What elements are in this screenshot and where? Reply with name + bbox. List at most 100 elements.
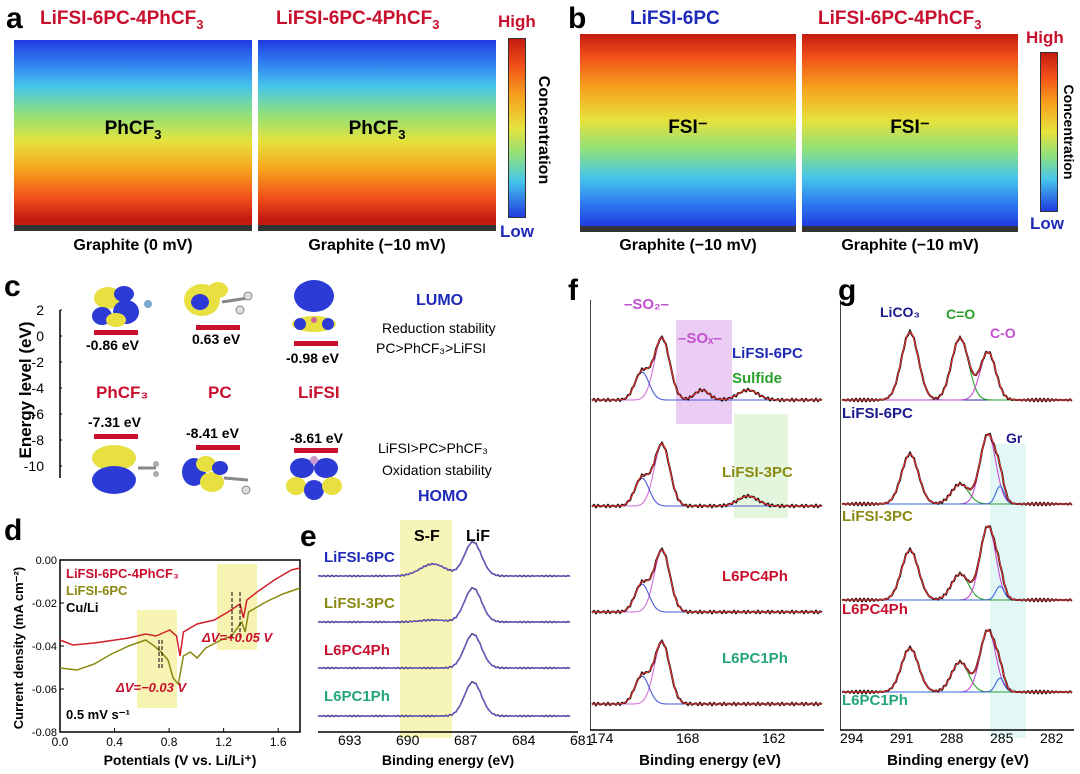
panel-b-colorbar-low: Low xyxy=(1030,214,1064,233)
panel-a-right-map xyxy=(258,40,496,225)
molecule-pc: PC xyxy=(208,383,232,402)
panel-b-right-center-label: FSI⁻ xyxy=(890,117,930,138)
panel-g-spectrum xyxy=(841,628,1073,695)
panel-a-right-base xyxy=(258,225,496,231)
homo-lifsi-value: -8.61 eV xyxy=(290,430,343,446)
panel-g-xtick-label: 294 xyxy=(840,730,864,746)
panel-e-sample-3: L6PC4Ph xyxy=(324,642,390,659)
panel-g-xtick-label: 288 xyxy=(940,730,964,746)
panel-f-sulfide-label: Sulfide xyxy=(732,370,783,387)
homo-lifsi-orbital xyxy=(286,456,342,500)
panel-c-ytick-label: -10 xyxy=(23,458,44,474)
panel-f-sample-4: L6PC1Ph xyxy=(722,650,788,667)
panel-f-fit xyxy=(592,548,822,613)
lumo-label: LUMO xyxy=(416,292,464,309)
lumo-lifsi-orbital xyxy=(292,280,336,332)
panel-a-colorbar-low: Low xyxy=(500,222,534,241)
panel-d-xtick-label: 0.4 xyxy=(106,735,123,749)
panel-d-scan-rate: 0.5 mV s⁻¹ xyxy=(66,707,130,722)
panel-g-component xyxy=(842,677,1072,693)
panel-g-xtick-label: 285 xyxy=(990,730,1014,746)
reduction-stability-line2: PC>PhCF₃>LiFSI xyxy=(376,340,486,356)
panel-b-right-title: LiFSI-6PC-4PhCF3 xyxy=(818,8,982,32)
panel-g-gr-label: Gr xyxy=(1006,430,1023,446)
panel-a-right-title: LiFSI-6PC-4PhCF3 xyxy=(276,8,440,32)
panel-c-axis xyxy=(59,309,62,478)
panel-b-left-center-label: FSI⁻ xyxy=(668,117,708,138)
panel-a-right-caption: Graphite (−10 mV) xyxy=(308,237,446,254)
panel-f-sox-label: –SOₓ– xyxy=(678,330,722,347)
panel-g-plot xyxy=(840,300,1074,731)
panel-g-xticks: 294 291 288 285 282 xyxy=(840,730,1076,748)
panel-g-component xyxy=(842,585,1072,601)
panel-g-co-label: C-O xyxy=(990,325,1016,341)
panel-g-letter: g xyxy=(838,274,857,307)
panel-a-right-center-label: PhCF3 xyxy=(348,118,406,142)
panel-d-xtick-label: 0.0 xyxy=(52,735,69,749)
panel-g-component xyxy=(842,337,1072,401)
homo-phcf3-value: -7.31 eV xyxy=(88,414,141,430)
panel-g-component xyxy=(842,351,1072,401)
panel-d-ytick-label: -0.04 xyxy=(32,641,57,653)
panel-f-letter: f xyxy=(568,274,578,307)
panel-f-sulfide-band xyxy=(734,414,788,518)
panel-d-xlabel: Potentials (V vs. Li/Li⁺) xyxy=(103,752,257,768)
panel-e-xtick-label: 690 xyxy=(396,732,420,748)
oxidation-stability-line2: Oxidation stability xyxy=(382,462,492,478)
panel-e-fit xyxy=(318,681,570,717)
panel-e-sf-label: S-F xyxy=(414,528,440,545)
panel-f-xticks: 174 168 162 xyxy=(590,730,830,748)
panel-f-sample-3: L6PC4Ph xyxy=(722,568,788,585)
panel-d-ytick-label: 0.00 xyxy=(36,555,57,567)
panel-g-fit xyxy=(842,524,1072,601)
panel-c-ytick-label: -4 xyxy=(31,380,44,396)
panel-e-xticks: 693 690 687 684 681 xyxy=(318,732,593,750)
panel-a-left-base xyxy=(14,225,252,231)
panel-b-right-caption: Graphite (−10 mV) xyxy=(841,237,979,254)
panel-d-ytick-label: -0.06 xyxy=(32,684,57,696)
lumo-pc-level xyxy=(196,325,240,330)
panel-e-sample-1: LiFSI-6PC xyxy=(324,549,395,566)
panel-d-xtick-label: 1.6 xyxy=(270,735,287,749)
panel-g-component xyxy=(842,483,1072,505)
panel-g-spectrum xyxy=(841,525,1073,603)
panel-d-dv1: ΔV=−0.03 V xyxy=(116,680,187,695)
panel-g-xlabel: Binding energy (eV) xyxy=(887,752,1029,769)
panel-f-sample-2: LiFSI-3PC xyxy=(722,464,793,481)
panel-c-letter: c xyxy=(4,270,21,303)
panel-d-plot: 0.00 -0.02 -0.04 -0.06 -0.080.0 0.4 0.8 1.2 1.6 xyxy=(32,555,301,749)
panel-b-left-title: LiFSI-6PC xyxy=(630,8,720,29)
lumo-phcf3-value: -0.86 eV xyxy=(86,337,139,353)
panel-c-ytick-label: 0 xyxy=(36,328,44,344)
panel-f-xlabel: Binding energy (eV) xyxy=(639,752,781,769)
panel-g-fit xyxy=(842,331,1072,401)
panel-f-sample-1: LiFSI-6PC xyxy=(732,345,803,362)
panel-g-component xyxy=(842,661,1072,693)
panel-a-left-center-label: PhCF3 xyxy=(104,118,162,142)
panel-f-fit xyxy=(592,640,822,705)
molecule-lifsi: LiFSI xyxy=(298,383,340,402)
homo-pc-value: -8.41 eV xyxy=(186,425,239,441)
panel-g-component xyxy=(842,433,1072,505)
panel-b-left-base xyxy=(580,226,796,232)
panel-g-component xyxy=(842,485,1072,505)
lumo-lifsi-value: -0.98 eV xyxy=(286,350,339,366)
panel-f-fit xyxy=(592,442,822,507)
panel-e-fit xyxy=(318,633,570,669)
panel-b-left-caption: Graphite (−10 mV) xyxy=(619,237,757,254)
panel-g-sample-2: LiFSI-3PC xyxy=(842,508,913,525)
panel-e-sf-band xyxy=(400,520,452,738)
homo-phcf3-level xyxy=(94,434,138,439)
panel-a-letter: a xyxy=(6,2,23,35)
panel-g-fit xyxy=(842,628,1072,693)
legend-olive: LiFSI-6PC xyxy=(66,583,128,598)
lumo-phcf3-level xyxy=(94,330,138,335)
panel-d-legend: LiFSI-6PC-4PhCF₃ LiFSI-6PC Cu/Li xyxy=(66,566,179,615)
panel-c-ytick-label: -8 xyxy=(31,432,44,448)
homo-pc-level xyxy=(196,445,240,450)
homo-phcf3-orbital xyxy=(92,445,159,494)
panel-f-xtick-label: 174 xyxy=(590,730,614,746)
panel-c-ytick-label: -2 xyxy=(31,354,44,370)
panel-g-sample-3: L6PC4Ph xyxy=(842,601,908,618)
panel-c-ytick-labels: 2 0 -2 -4 -6 -8 -10 xyxy=(18,300,44,488)
